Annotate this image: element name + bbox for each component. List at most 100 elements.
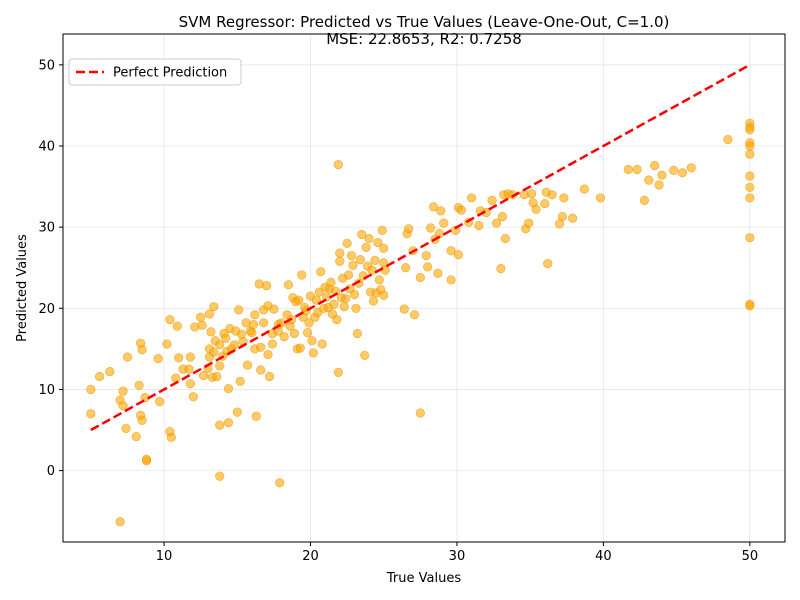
y-axis-label: Predicted Values	[15, 234, 30, 342]
scatter-point	[137, 415, 147, 425]
x-tick-label: 50	[742, 549, 759, 564]
scatter-point	[559, 193, 569, 203]
scatter-point	[348, 260, 358, 270]
scatter-point	[644, 175, 654, 185]
scatter-point	[466, 193, 477, 203]
scatter-point	[204, 309, 215, 319]
scatter-point	[723, 134, 733, 145]
scatter-point	[654, 180, 664, 190]
x-tick-label: 30	[449, 549, 466, 564]
scatter-point	[474, 220, 484, 231]
scatter-point	[423, 262, 433, 272]
scatter-point	[332, 315, 342, 325]
scatter-point	[134, 380, 144, 390]
scatter-point	[232, 407, 242, 417]
scatter-point	[223, 384, 234, 394]
scatter-point	[404, 224, 414, 234]
scatter-point	[131, 431, 141, 442]
y-tick-label: 40	[38, 139, 55, 154]
scatter-point	[351, 303, 361, 313]
scatter-point	[433, 268, 443, 278]
scatter-point	[215, 471, 225, 481]
scatter-point	[155, 397, 165, 407]
scatter-point	[579, 184, 589, 194]
scatter-point	[500, 233, 510, 244]
scatter-point	[197, 320, 207, 330]
scatter-point	[307, 336, 317, 346]
x-tick-label: 10	[156, 549, 173, 564]
axes-frame	[62, 33, 786, 543]
scatter-point	[118, 386, 128, 396]
scatter-point	[373, 237, 383, 248]
scatter-point	[279, 332, 289, 342]
scatter-point	[540, 199, 550, 209]
scatter-point	[367, 265, 377, 275]
scatter-point	[341, 293, 351, 304]
scatter-point	[166, 432, 176, 442]
scatter-point	[137, 345, 147, 355]
scatter-point	[374, 275, 384, 285]
scatter-point	[86, 409, 96, 419]
scatter-point	[275, 478, 285, 488]
scatter-point	[379, 243, 389, 253]
scatter-point	[421, 250, 431, 261]
scatter-point	[215, 340, 225, 350]
scatter-point	[745, 182, 755, 192]
scatter-point	[209, 302, 219, 312]
scatter-point	[333, 160, 343, 170]
scatter-point	[745, 233, 755, 243]
scatter-point	[289, 328, 299, 339]
scatter-point	[368, 296, 379, 306]
legend: Perfect Prediction	[68, 58, 242, 86]
scatter-point	[415, 408, 425, 418]
scatter-point	[355, 254, 365, 265]
scatter-point	[456, 205, 466, 215]
scatter-point	[342, 238, 352, 248]
scatter-point	[95, 371, 105, 382]
y-tick-label: 20	[38, 302, 55, 317]
scatter-point	[297, 270, 307, 280]
x-axis-ticks: 10 20 30 40 50	[156, 542, 758, 564]
scatter-point	[250, 310, 260, 320]
scatter-point	[247, 328, 257, 338]
scatter-point	[491, 218, 502, 228]
scatter-point	[86, 384, 96, 395]
scatter-point	[360, 350, 370, 360]
scatter-point	[428, 202, 439, 212]
scatter-point	[122, 352, 133, 362]
scatter-point	[745, 193, 755, 203]
scatter-point	[335, 248, 345, 258]
scatter-point	[446, 275, 456, 285]
scatter-point	[568, 213, 578, 223]
y-tick-label: 10	[38, 383, 55, 398]
scatter-point	[283, 280, 294, 290]
legend-label-perfect-prediction: Perfect Prediction	[113, 66, 227, 81]
scatter-point	[316, 267, 326, 277]
scatter-point	[357, 229, 367, 240]
scatter-point	[657, 170, 667, 180]
scatter-point	[311, 295, 321, 305]
scatter-point	[223, 418, 234, 428]
scatter-point	[267, 339, 278, 349]
scatter-point	[184, 364, 194, 374]
scatter-point	[256, 342, 266, 352]
scatter-point	[524, 218, 534, 228]
scatter-point	[115, 517, 125, 527]
scatter-point	[229, 340, 239, 350]
scatter-point	[215, 420, 225, 430]
chart-subtitle: MSE: 22.8653, R2: 0.7258	[326, 30, 522, 48]
scatter-point	[446, 246, 456, 256]
scatter-point	[251, 411, 261, 421]
scatter-point	[677, 168, 688, 178]
scatter-point	[185, 352, 196, 362]
scatter-point	[380, 265, 390, 275]
scatter-point	[294, 295, 304, 305]
scatter-point	[209, 347, 219, 357]
scatter-point	[261, 280, 272, 291]
scatter-point	[379, 290, 389, 300]
scatter-point	[358, 271, 368, 281]
scatter-point	[415, 272, 425, 283]
scatter-point	[401, 263, 411, 273]
scatter-point	[531, 204, 541, 214]
